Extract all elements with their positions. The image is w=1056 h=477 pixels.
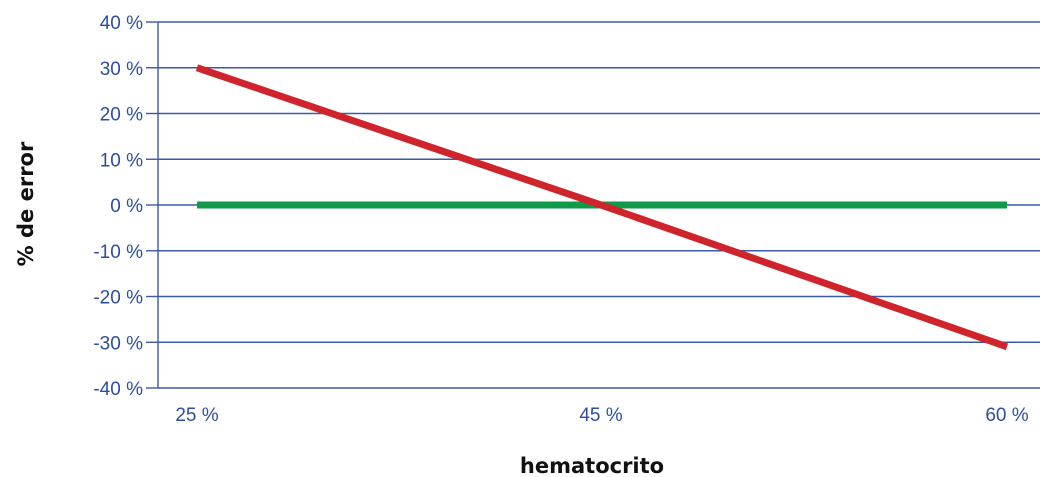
x-tick-label: 25 % (175, 405, 218, 426)
y-tick-label: -10 % (93, 242, 143, 263)
y-tick-label: -40 % (93, 379, 143, 400)
y-tick-labels: 40 % 30 % 20 % 10 % 0 % -10 % -20 % -30 % -40 % (93, 13, 143, 400)
y-axis-title: % de error (14, 141, 38, 266)
axes (146, 21, 1040, 389)
y-tick-label: 20 % (100, 105, 143, 126)
y-tick-label: 30 % (100, 59, 143, 80)
gridlines (158, 21, 1040, 343)
series (195, 64, 1009, 351)
series-line-2 (195, 64, 1009, 351)
y-tick-label: 10 % (100, 150, 143, 171)
x-tick-label: 45 % (579, 405, 622, 426)
x-axis-title: hematocrito (520, 454, 664, 477)
y-tick-label: 40 % (100, 13, 143, 34)
y-tick-label: -20 % (93, 288, 143, 309)
x-tick-labels: 25 % 45 % 60 % (175, 405, 1028, 426)
y-tick-label: 0 % (110, 196, 143, 217)
x-tick-label: 60 % (985, 405, 1028, 426)
y-tick-label: -30 % (93, 333, 143, 354)
